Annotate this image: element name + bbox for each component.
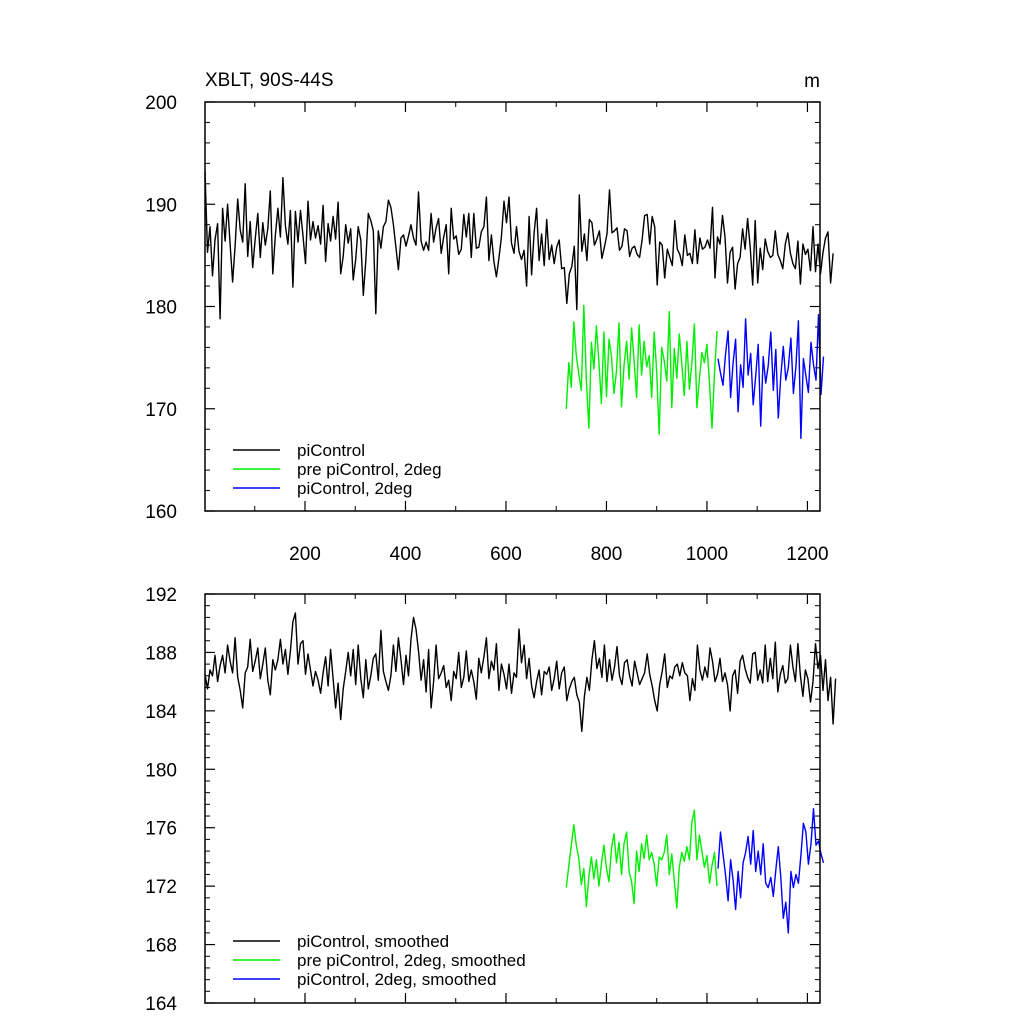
- top-panel-title: XBLT, 90S-44S: [205, 70, 334, 91]
- top-panel: XBLT, 90S-44S m 160 170 180 190 200 200 400 600…: [145, 70, 834, 565]
- y-tick-label: 184: [145, 702, 177, 723]
- bottom-panel-series: [204, 612, 837, 934]
- series-line-2: [717, 314, 825, 440]
- y-tick-label: 192: [145, 585, 177, 606]
- y-tick-label: 172: [145, 877, 177, 898]
- series-line-1: [565, 809, 718, 909]
- bottom-panel-frame: [204, 593, 821, 1004]
- y-tick-label: 180: [145, 298, 177, 319]
- series-line-1: [565, 304, 718, 435]
- x-tick-label: 400: [390, 544, 422, 565]
- y-tick-label: 188: [145, 643, 177, 664]
- top-panel-units: m: [804, 71, 820, 92]
- legend-label-1: pre piControl, 2deg, smoothed: [297, 951, 526, 970]
- bottom-panel-ticks: 164 168 172 176 180 184 188 192: [145, 585, 820, 1015]
- y-tick-label: 160: [145, 502, 177, 523]
- legend-label-0: piControl, smoothed: [297, 932, 449, 951]
- x-tick-label: 600: [490, 544, 522, 565]
- legend-label-2: piControl, 2deg, smoothed: [297, 970, 496, 989]
- x-tick-label: 1200: [786, 544, 828, 565]
- legend-label-0: piControl: [297, 441, 365, 460]
- series-line-0: [204, 612, 837, 732]
- y-tick-label: 170: [145, 400, 177, 421]
- y-tick-label: 176: [145, 819, 177, 840]
- top-panel-ticks: 160 170 180 190 200 200 400 600 800 1000 1200: [145, 93, 828, 565]
- top-panel-series: [204, 171, 834, 440]
- y-tick-label: 168: [145, 936, 177, 957]
- series-line-2: [717, 808, 825, 934]
- y-tick-label: 190: [145, 195, 177, 216]
- legend-label-1: pre piControl, 2deg: [297, 460, 442, 479]
- y-tick-label: 180: [145, 760, 177, 781]
- y-tick-label: 200: [145, 93, 177, 114]
- top-panel-frame: [204, 101, 821, 512]
- legend-label-2: piControl, 2deg: [297, 479, 412, 498]
- x-tick-label: 800: [591, 544, 623, 565]
- x-tick-label: 200: [289, 544, 321, 565]
- x-tick-label: 1000: [686, 544, 728, 565]
- series-line-0: [204, 171, 834, 320]
- bottom-panel: 164 168 172 176 180 184 188 192 piControl, smoo…: [145, 585, 837, 1015]
- y-tick-label: 164: [145, 994, 177, 1015]
